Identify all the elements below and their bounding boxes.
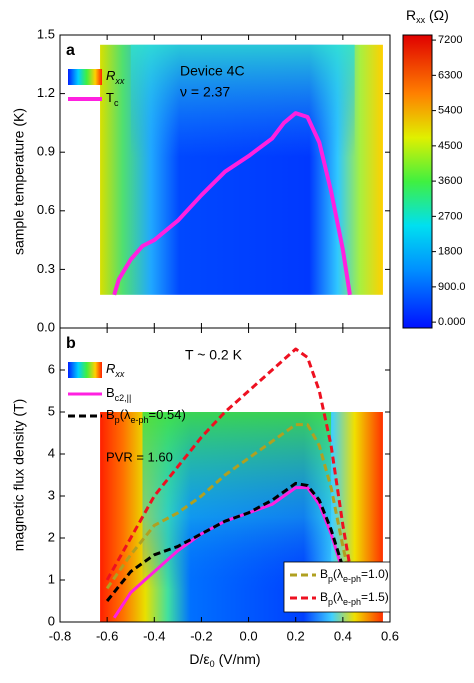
legend-label-part: xx (114, 76, 125, 86)
x-tick-label: 0.0 (240, 628, 258, 643)
legend-label-part: (λ (333, 590, 343, 604)
y-tick-label: 1 (48, 571, 55, 586)
series-line (105, 423, 354, 590)
legend-label: Rxx (106, 361, 125, 379)
legend-label: Tc (106, 90, 119, 108)
legend-label-part: R (106, 361, 115, 376)
legend-label-part: R (106, 68, 115, 83)
colorbar (402, 34, 433, 329)
legend-label: Bp(λe-ph=0.54) (106, 407, 186, 425)
x-tick-label: 0.4 (334, 628, 352, 643)
x-axis-label-part: 0 (210, 659, 215, 669)
y-tick-label: 3 (48, 487, 55, 502)
y-tick-label: 0.6 (37, 202, 55, 217)
annotation: ν = 2.37 (180, 84, 230, 100)
colorbar-tick-label: 7200 (438, 34, 462, 46)
series-line (112, 111, 352, 296)
colorbar-tick-label: 1800 (438, 246, 462, 258)
y-tick-label: 1.5 (37, 26, 55, 41)
legend-swatch (68, 362, 102, 378)
x-axis-label-part: D/ε (189, 651, 209, 667)
legend-label-part: =1.0) (361, 567, 389, 581)
colorbar-label: Rxx (Ω) (406, 7, 449, 26)
colorbar-label-part: xx (416, 15, 426, 25)
colorbar-tick-label: 2700 (438, 210, 462, 222)
series-line (105, 347, 354, 581)
color-map-overlay (130, 44, 355, 295)
legend-label-part: =1.5) (361, 590, 389, 604)
y-tick-label: 6 (48, 361, 55, 376)
y-tick-label: 0 (48, 613, 55, 628)
legend-label-part: p (328, 597, 333, 607)
y-tick-label: 0.3 (37, 261, 55, 276)
legend-label-part: xx (114, 369, 125, 379)
colorbar-tick-label: 6300 (438, 69, 462, 81)
x-axis-label: D/ε0 (V/nm) (189, 651, 260, 670)
colorbar-tick-label: 0.000 (438, 316, 466, 328)
legend-label-part: p (328, 574, 333, 584)
y-tick-label: 2 (48, 529, 55, 544)
x-tick-label: -0.8 (49, 628, 71, 643)
legend-label-part: (λ (120, 407, 131, 422)
legend-label: Bp(λe-ph=1.5) (320, 590, 389, 607)
legend-label-part: (λ (333, 567, 343, 581)
panel-label: a (66, 42, 75, 59)
x-tick-label: -0.2 (190, 628, 212, 643)
colorbar-tick-label: 5400 (438, 105, 462, 117)
panel-label: b (66, 335, 76, 352)
x-tick-label: 0.2 (287, 628, 305, 643)
colorbar-tick-label: 3600 (438, 175, 462, 187)
legend-label-part: B (106, 407, 115, 422)
x-tick-label: 0.6 (381, 628, 399, 643)
x-tick-label: -0.4 (143, 628, 165, 643)
plot-frame (59, 327, 391, 623)
legend-label-part: p (115, 415, 120, 425)
colorbar-label-part: R (406, 7, 416, 23)
y-tick-label: 1.2 (37, 85, 55, 100)
series-line (112, 486, 354, 619)
legend-label-part: e-ph (131, 415, 149, 425)
legend-swatch (68, 69, 102, 85)
y-axis-label: magnetic flux density (T) (11, 399, 27, 552)
x-tick-label: -0.6 (96, 628, 118, 643)
y-tick-label: 4 (48, 445, 55, 460)
annotation: PVR = 1.60 (106, 449, 173, 464)
annotation: Device 4C (180, 63, 245, 79)
legend-label-part: B (106, 385, 115, 400)
legend-label: Bp(λe-ph=1.0) (320, 567, 389, 584)
legend-label: Rxx (106, 68, 125, 86)
legend-box (283, 561, 391, 613)
legend-label-part: e-ph (343, 574, 361, 584)
colorbar-tick-label: 900.0 (438, 281, 466, 293)
y-tick-label: 5 (48, 403, 55, 418)
colorbar-tick-label: 4500 (438, 140, 462, 152)
legend-label-part: e-ph (343, 597, 361, 607)
y-axis-label: sample temperature (K) (11, 108, 27, 255)
legend-label-part: =0.54) (149, 407, 186, 422)
legend-label-part: c (114, 98, 119, 108)
legend-label-part: T (106, 90, 114, 105)
x-axis-label-part: (V/nm) (215, 651, 261, 667)
legend-label-part: B (320, 567, 328, 581)
legend-label-part: c2,|| (115, 393, 132, 403)
series-line (105, 481, 354, 602)
y-tick-label: 0.9 (37, 144, 55, 159)
legend-label: Bc2,|| (106, 385, 131, 403)
legend-label-part: B (320, 590, 328, 604)
annotation: T ~ 0.2 K (185, 347, 243, 363)
colorbar-label-part: (Ω) (425, 7, 449, 23)
y-tick-label: 0.0 (37, 319, 55, 334)
